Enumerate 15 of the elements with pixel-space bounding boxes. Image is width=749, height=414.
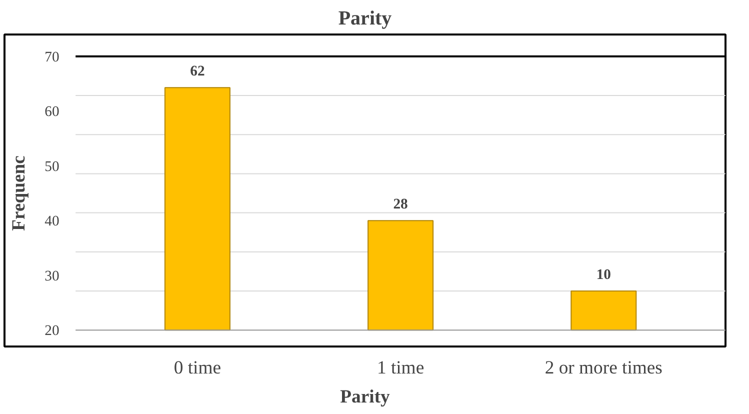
text: 30	[44, 268, 60, 284]
text: 20	[44, 323, 60, 340]
data-label: 10	[596, 266, 611, 283]
x-tick-label: 2 or more times	[544, 358, 662, 378]
y-axis-title: Frequenc	[8, 156, 30, 231]
x-axis-title: Parity	[340, 386, 391, 408]
text: 60	[44, 104, 60, 120]
x-tick-label: 0 time	[174, 358, 222, 378]
data-label: 62	[190, 64, 205, 80]
x-tick-label: 1 time	[376, 358, 424, 378]
text: 50	[44, 158, 60, 175]
text: 70	[44, 49, 60, 66]
text: 40	[44, 214, 60, 230]
data-label: 28	[393, 196, 408, 213]
chart-title: Parity	[338, 8, 392, 30]
